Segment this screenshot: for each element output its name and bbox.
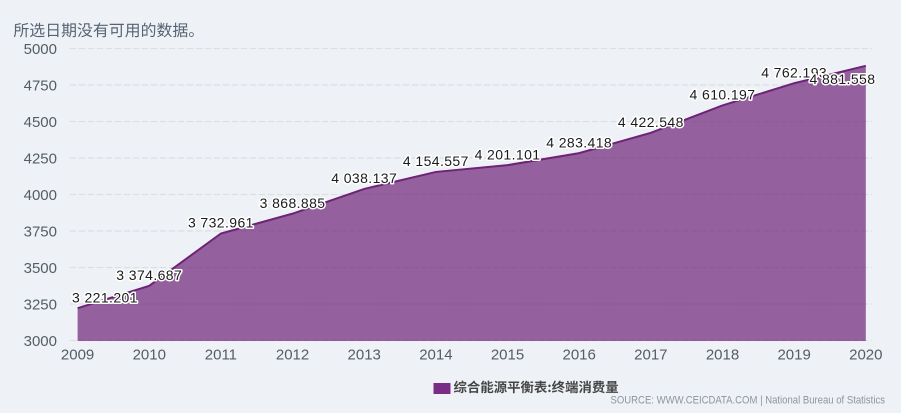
- svg-text:3 374.687: 3 374.687: [116, 267, 182, 283]
- svg-text:4 038.137: 4 038.137: [331, 170, 397, 186]
- svg-text:2009: 2009: [61, 347, 94, 364]
- svg-text:2018: 2018: [706, 347, 739, 364]
- svg-text:4000: 4000: [24, 187, 57, 204]
- svg-text:4 422.548: 4 422.548: [618, 114, 684, 130]
- svg-text:2016: 2016: [563, 347, 596, 364]
- svg-text:2019: 2019: [777, 347, 810, 364]
- svg-text:4 610.197: 4 610.197: [690, 87, 756, 103]
- svg-text:2020: 2020: [849, 347, 882, 364]
- svg-text:4 201.101: 4 201.101: [475, 146, 541, 162]
- svg-text:2017: 2017: [634, 347, 667, 364]
- svg-text:5000: 5000: [24, 41, 57, 58]
- svg-text:2010: 2010: [133, 347, 166, 364]
- svg-text:4 283.418: 4 283.418: [546, 134, 612, 150]
- svg-text:4750: 4750: [24, 77, 57, 94]
- svg-text:2013: 2013: [348, 347, 381, 364]
- svg-text:3250: 3250: [24, 296, 57, 313]
- svg-text:3000: 3000: [24, 333, 57, 350]
- svg-text:2014: 2014: [419, 347, 452, 364]
- svg-text:3 868.885: 3 868.885: [260, 195, 326, 211]
- svg-text:4 762.193: 4 762.193: [761, 64, 827, 80]
- svg-text:4250: 4250: [24, 150, 57, 167]
- svg-text:3 732.961: 3 732.961: [188, 215, 254, 231]
- svg-text:4500: 4500: [24, 114, 57, 131]
- svg-text:SOURCE: WWW.CEICDATA.COM | Nat: SOURCE: WWW.CEICDATA.COM | National Bure…: [611, 394, 886, 406]
- svg-text:3500: 3500: [24, 260, 57, 277]
- svg-text:2012: 2012: [276, 347, 309, 364]
- svg-text:4 154.557: 4 154.557: [403, 153, 469, 169]
- svg-text:2015: 2015: [491, 347, 524, 364]
- svg-text:3 221.201: 3 221.201: [72, 289, 138, 305]
- svg-text:3750: 3750: [24, 223, 57, 240]
- svg-text:2011: 2011: [205, 347, 237, 364]
- svg-text:4 881.558: 4 881.558: [810, 71, 876, 87]
